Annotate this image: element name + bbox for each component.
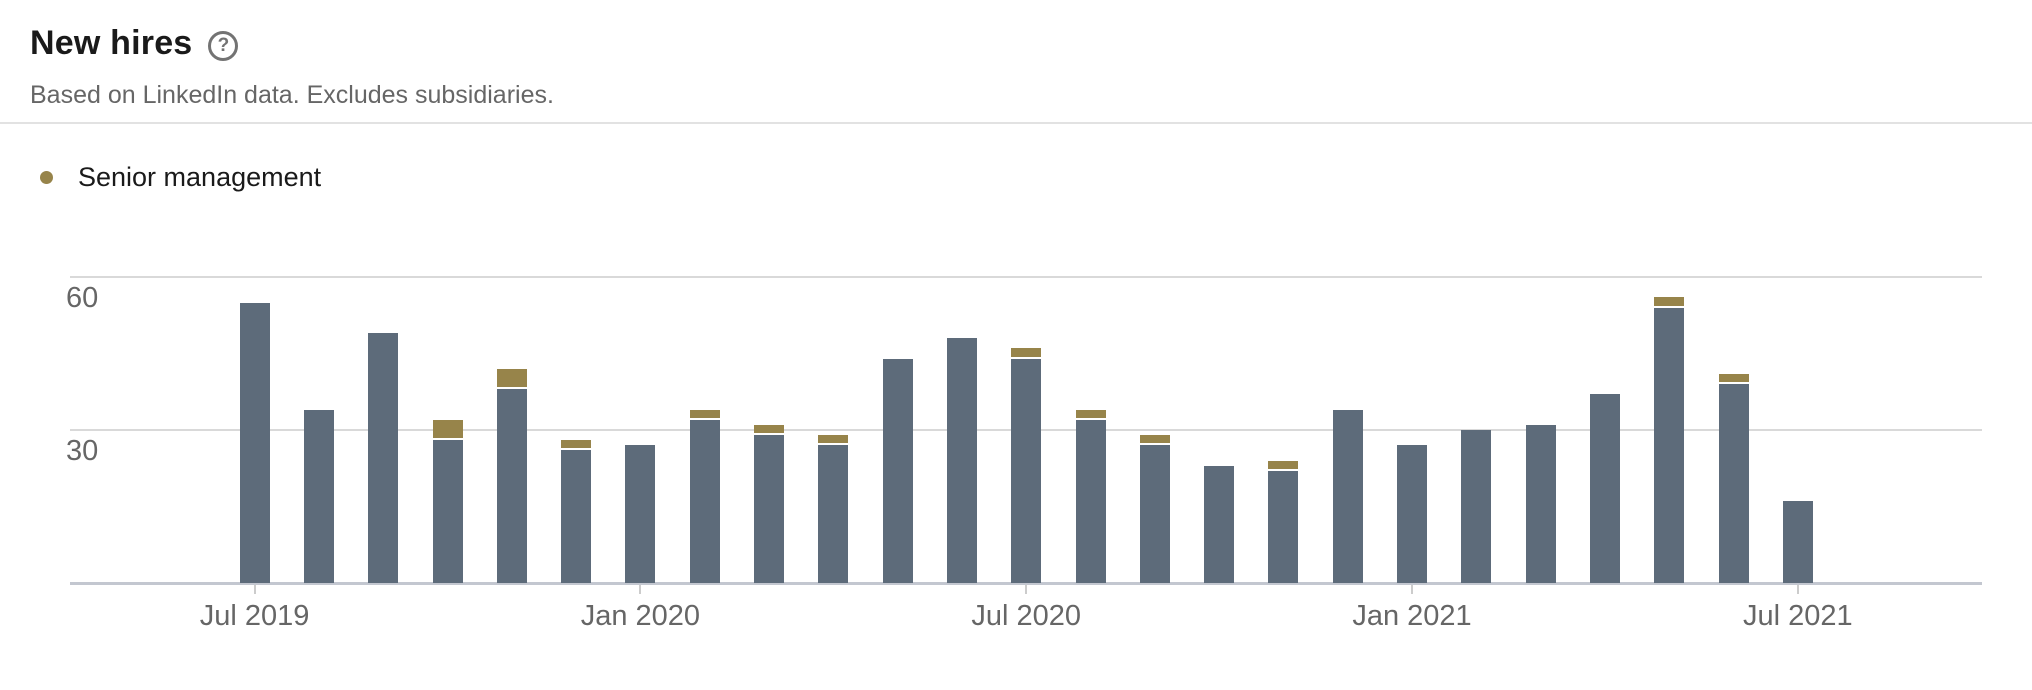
- gridline-60: [70, 276, 1982, 278]
- x-axis-label-jul-2021: Jul 2021: [1742, 600, 1853, 632]
- bar-segment-senior-management: [496, 368, 527, 388]
- bar-sep-2019[interactable]: [368, 333, 399, 583]
- legend-label-senior-management: Senior management: [78, 162, 322, 192]
- bar-dec-2019[interactable]: [561, 440, 592, 583]
- bar-segment-senior-management: [1654, 297, 1685, 306]
- bar-nov-2019[interactable]: [496, 368, 527, 583]
- bar-segment-base: [625, 445, 656, 583]
- x-axis-tick-0: [253, 585, 256, 594]
- bar-segment-base: [561, 450, 592, 583]
- legend: Senior management: [40, 162, 321, 193]
- x-axis-label-jul-2019: Jul 2019: [199, 600, 310, 632]
- segment-separator: [432, 438, 463, 441]
- bar-segment-base: [1139, 445, 1170, 583]
- bar-aug-2019[interactable]: [303, 409, 334, 583]
- segment-separator: [818, 443, 849, 446]
- bar-segment-base: [1525, 424, 1556, 583]
- bar-may-2020[interactable]: [882, 358, 913, 583]
- bar-segment-base: [496, 389, 527, 583]
- bar-may-2021[interactable]: [1654, 297, 1685, 583]
- bar-feb-2021[interactable]: [1461, 430, 1492, 583]
- bar-jul-2019[interactable]: [239, 302, 270, 583]
- bar-segment-base: [239, 302, 270, 583]
- bar-mar-2020[interactable]: [754, 424, 784, 583]
- bar-jan-2021[interactable]: [1397, 445, 1427, 583]
- x-axis-tick-1: [639, 585, 642, 594]
- y-axis-label-30: 30: [66, 435, 99, 467]
- bar-jul-2020[interactable]: [1011, 348, 1042, 583]
- bar-segment-base: [1204, 465, 1235, 583]
- bar-segment-base: [1782, 501, 1813, 583]
- bar-feb-2020[interactable]: [689, 409, 720, 583]
- segment-separator: [561, 448, 592, 451]
- chart-subtitle: Based on LinkedIn data. Excludes subsidi…: [30, 81, 554, 109]
- chart-header: New hires ? Based on LinkedIn data. Excl…: [30, 24, 554, 110]
- bar-oct-2019[interactable]: [432, 419, 463, 583]
- segment-separator: [689, 417, 720, 420]
- bar-segment-senior-management: [1718, 373, 1749, 383]
- bar-segment-senior-management: [561, 440, 592, 449]
- bar-segment-senior-management: [1011, 348, 1042, 357]
- bar-segment-senior-management: [1139, 435, 1170, 444]
- help-icon[interactable]: ?: [208, 30, 239, 61]
- bar-segment-base: [1461, 430, 1492, 583]
- bar-segment-base: [1268, 470, 1299, 583]
- bar-segment-base: [689, 419, 720, 583]
- bar-segment-base: [1075, 419, 1106, 583]
- bar-segment-senior-management: [1075, 409, 1106, 418]
- segment-separator: [1718, 382, 1749, 385]
- bar-segment-base: [1718, 384, 1749, 583]
- bar-segment-base: [1397, 445, 1427, 583]
- bar-segment-base: [1332, 409, 1363, 583]
- segment-separator: [1011, 356, 1042, 359]
- segment-separator: [1075, 417, 1106, 420]
- bar-nov-2020[interactable]: [1268, 460, 1299, 583]
- x-axis-tick-3: [1411, 585, 1413, 594]
- bar-segment-base: [946, 338, 977, 583]
- segment-separator: [1268, 468, 1299, 471]
- bar-mar-2021[interactable]: [1525, 424, 1556, 583]
- x-axis-label-jul-2020: Jul 2020: [971, 600, 1082, 632]
- y-axis-label-60: 60: [66, 282, 99, 314]
- bar-jan-2020[interactable]: [625, 445, 656, 583]
- bar-segment-base: [754, 435, 784, 583]
- segment-separator: [754, 433, 784, 436]
- bar-segment-base: [368, 333, 399, 583]
- x-axis-line: [70, 582, 1982, 585]
- bar-segment-base: [432, 440, 463, 583]
- bar-aug-2020[interactable]: [1075, 409, 1106, 583]
- bar-segment-base: [882, 358, 913, 583]
- header-divider: [0, 122, 2032, 124]
- bar-sep-2020[interactable]: [1139, 435, 1170, 583]
- segment-separator: [496, 387, 527, 390]
- bar-segment-senior-management: [432, 419, 463, 439]
- bar-dec-2020[interactable]: [1332, 409, 1363, 583]
- bar-jun-2020[interactable]: [946, 338, 977, 583]
- page-title: New hires: [30, 24, 193, 62]
- bar-segment-base: [818, 445, 849, 583]
- bar-jun-2021[interactable]: [1718, 373, 1749, 583]
- plot-area: [70, 277, 1982, 583]
- bar-jul-2021[interactable]: [1782, 501, 1813, 583]
- bar-apr-2020[interactable]: [818, 435, 849, 583]
- bar-segment-base: [1654, 307, 1685, 583]
- x-axis-label-jan-2020: Jan 2020: [580, 600, 701, 632]
- bar-segment-base: [303, 409, 334, 583]
- bar-segment-senior-management: [818, 435, 849, 444]
- x-axis-label-jan-2021: Jan 2021: [1352, 600, 1472, 632]
- bar-apr-2021[interactable]: [1589, 394, 1620, 583]
- x-axis-tick-2: [1025, 585, 1028, 594]
- bar-segment-senior-management: [689, 409, 720, 418]
- bar-segment-base: [1011, 358, 1042, 583]
- bar-segment-base: [1589, 394, 1620, 583]
- segment-separator: [1654, 305, 1685, 308]
- bar-segment-senior-management: [1268, 460, 1299, 469]
- segment-separator: [1139, 443, 1170, 446]
- x-axis-tick-4: [1796, 585, 1799, 594]
- bar-oct-2020[interactable]: [1204, 465, 1235, 583]
- bar-segment-senior-management: [754, 424, 784, 434]
- legend-dot-senior-management: [40, 171, 53, 184]
